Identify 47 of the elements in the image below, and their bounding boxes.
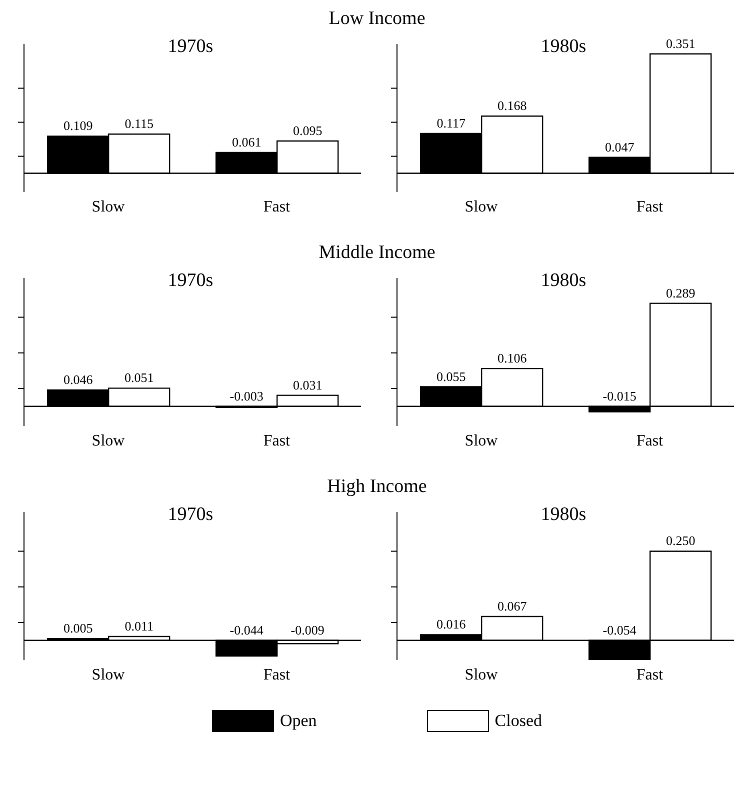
data-label: 0.067 xyxy=(497,598,528,614)
data-label: 0.005 xyxy=(63,620,93,636)
data-label: 0.046 xyxy=(63,372,94,387)
data-label: 0.115 xyxy=(124,116,154,132)
x-tick-label: Fast xyxy=(263,198,291,216)
data-label: -0.015 xyxy=(602,388,636,404)
data-label: 0.289 xyxy=(666,285,696,300)
data-label: 0.016 xyxy=(436,616,466,632)
text: Middle Income xyxy=(318,242,436,263)
x-tick-label: Slow xyxy=(92,666,126,684)
data-label: 0.047 xyxy=(604,139,635,154)
legend-label: Open xyxy=(280,711,317,731)
data-label: 0.106 xyxy=(497,350,528,366)
x-tick-label: Slow xyxy=(464,432,498,450)
data-label: 0.117 xyxy=(436,115,466,130)
x-tick-label: Slow xyxy=(464,666,498,684)
data-label: 0.168 xyxy=(497,98,527,114)
chart-title: 1980s xyxy=(540,270,586,291)
data-label: 0.095 xyxy=(292,122,322,138)
chart-title: 1970s xyxy=(166,270,214,292)
data-label: 0.055 xyxy=(436,368,466,384)
data-label: 0.250 xyxy=(666,533,696,548)
data-label: 0.351 xyxy=(666,36,696,51)
chart-title: 1980s xyxy=(540,36,586,57)
text: High Income xyxy=(327,476,427,497)
data-label: 0.109 xyxy=(63,118,93,134)
data-label: -0.054 xyxy=(602,622,637,638)
legend-label: Closed xyxy=(494,711,542,731)
x-tick-label: Fast xyxy=(263,666,291,684)
x-tick-label: Fast xyxy=(636,432,664,450)
x-tick-label: Slow xyxy=(92,432,126,450)
data-label: 0.051 xyxy=(124,370,154,386)
data-label: -0.044 xyxy=(230,622,264,638)
chart-title: 1970s xyxy=(166,36,214,58)
x-tick-label: Fast xyxy=(636,666,664,684)
data-label: 0.061 xyxy=(232,134,262,150)
data-label: 0.011 xyxy=(124,618,154,634)
data-label: -0.009 xyxy=(290,622,324,638)
data-label: 0.031 xyxy=(292,377,322,392)
x-tick-label: Fast xyxy=(263,432,291,450)
text: Low Income xyxy=(328,8,426,29)
x-tick-label: Slow xyxy=(464,198,498,216)
chart-title: 1970s xyxy=(166,504,214,526)
chart-title: 1980s xyxy=(540,504,588,526)
x-tick-label: Fast xyxy=(636,198,664,216)
data-label: -0.003 xyxy=(230,388,264,404)
x-tick-label: Slow xyxy=(92,198,126,216)
